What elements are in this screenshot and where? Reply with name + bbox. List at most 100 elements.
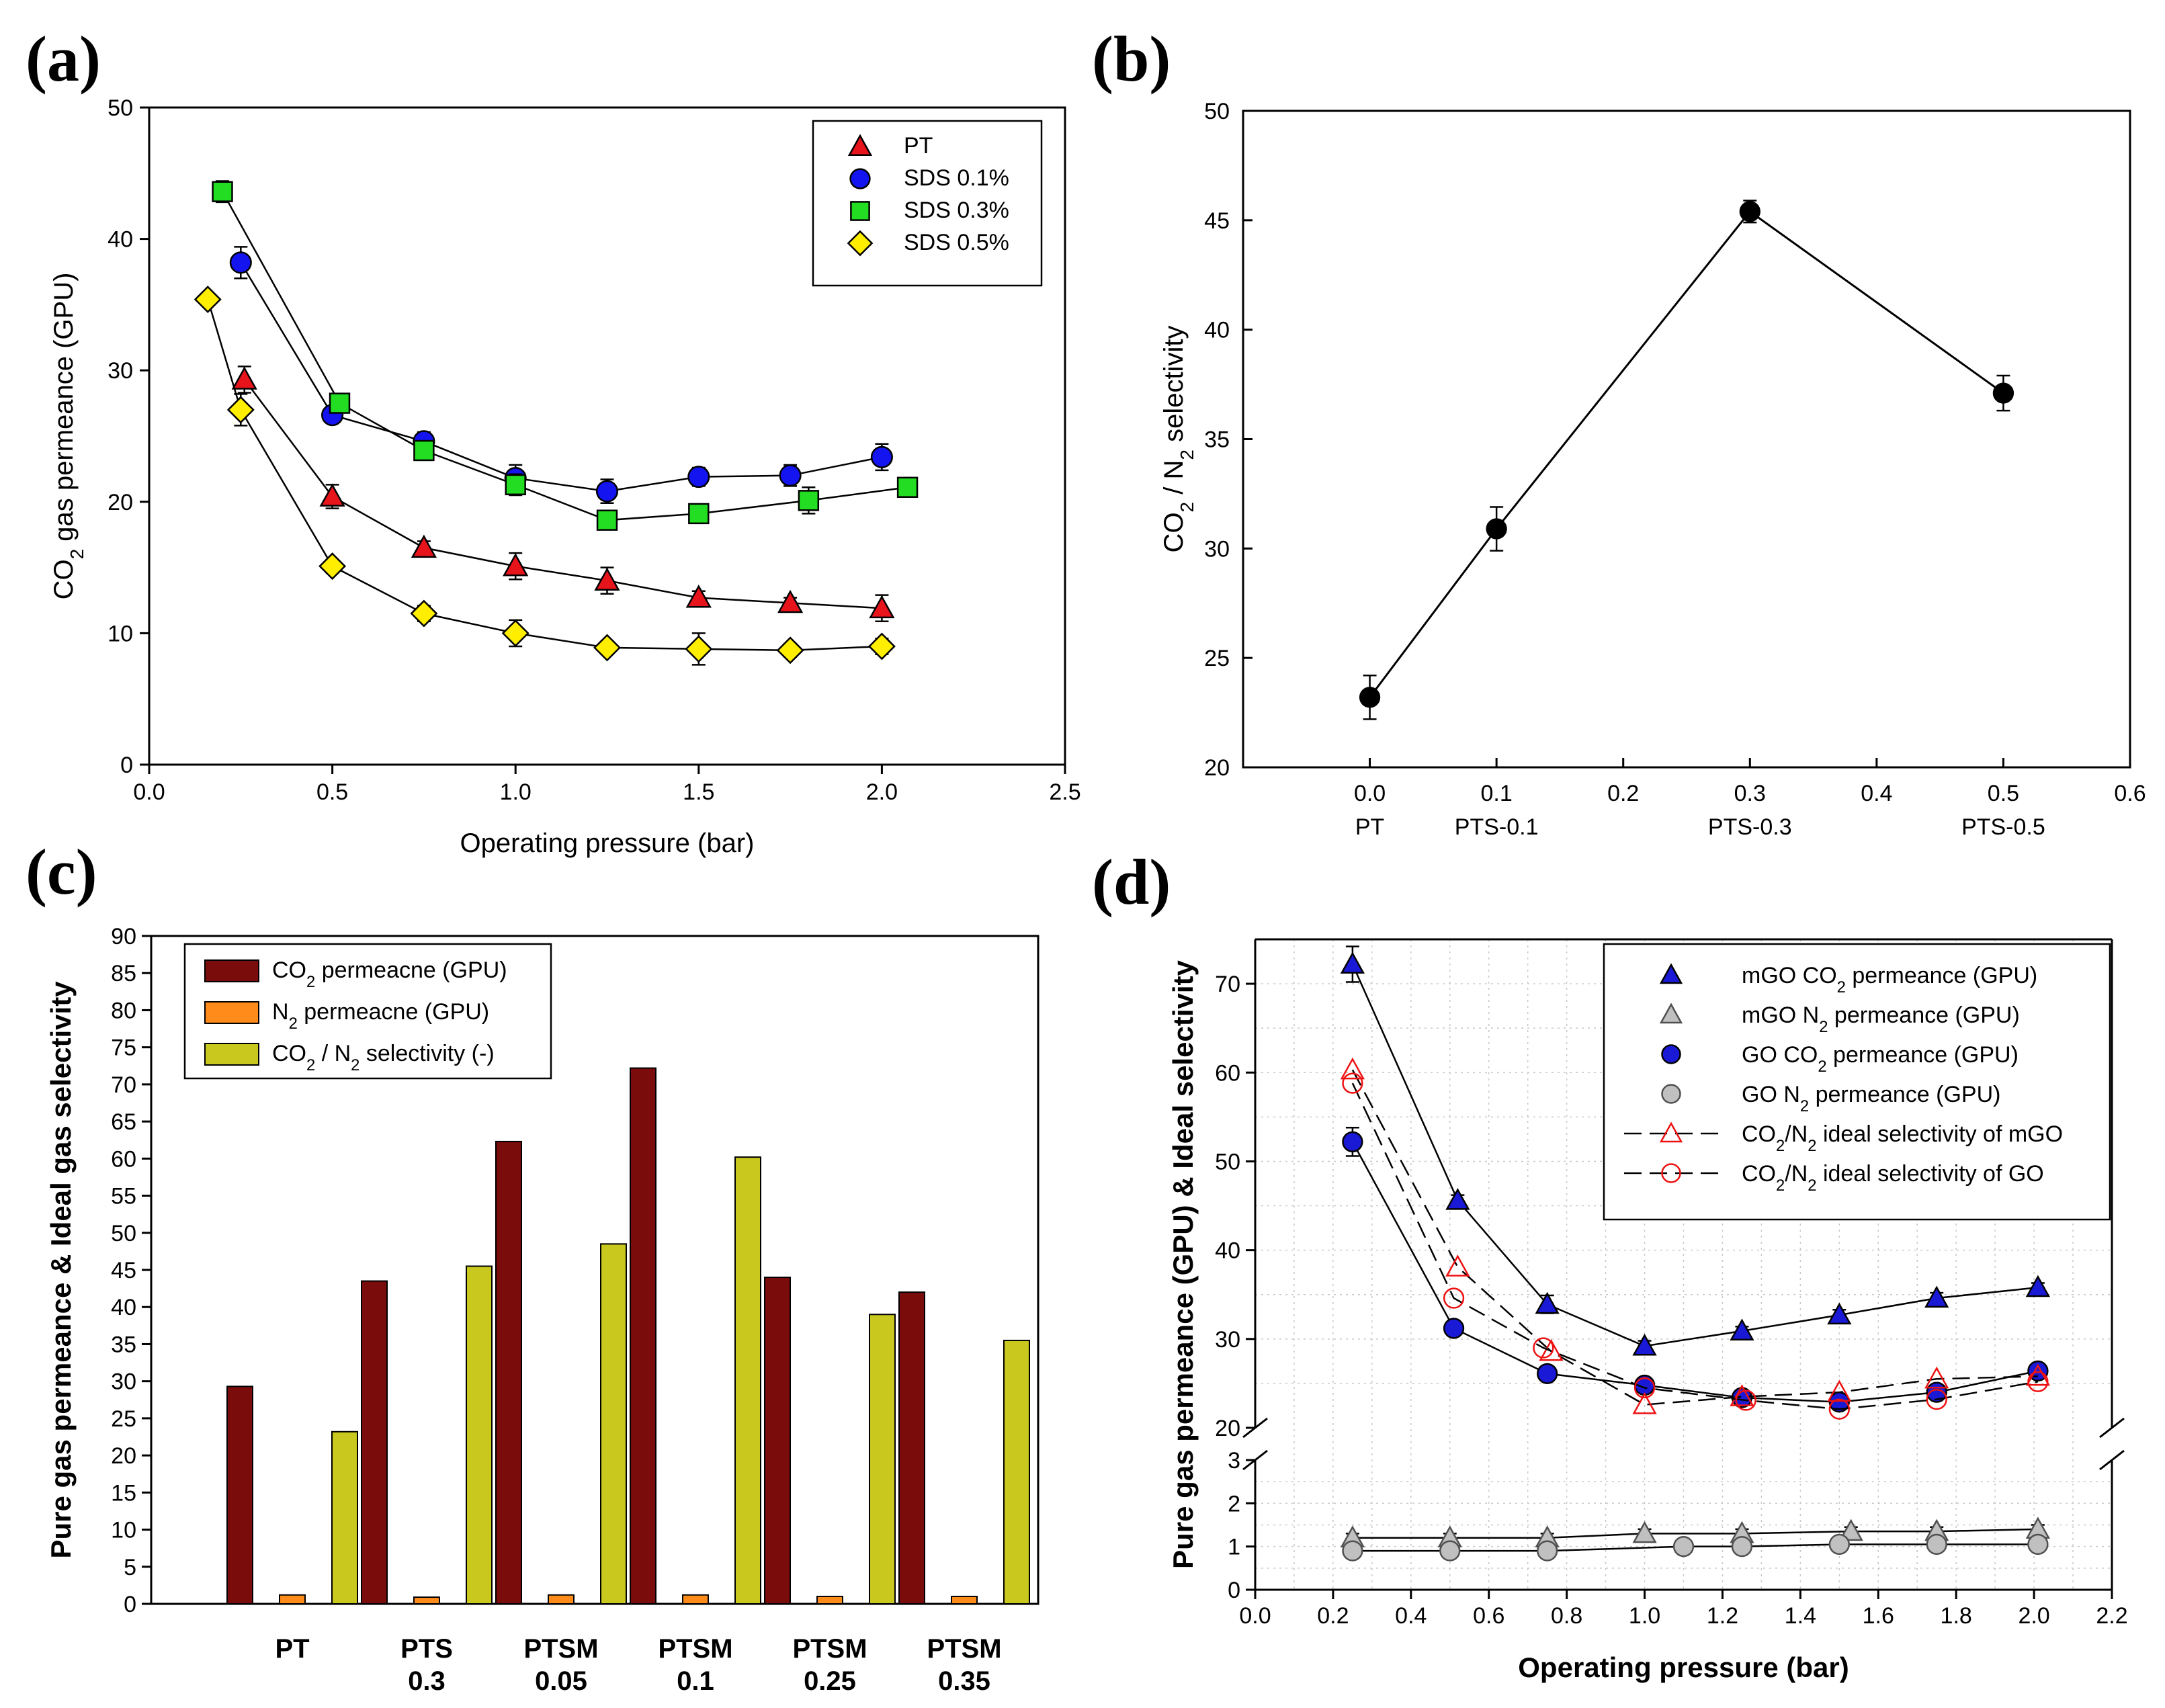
x-tick-label: 1.0	[1629, 1603, 1660, 1629]
x-tick-label: 2.0	[2018, 1603, 2049, 1629]
bar	[765, 1277, 790, 1604]
x-tick-label: 0.2	[1607, 781, 1639, 806]
bar	[899, 1292, 925, 1604]
y-tick-label: 20	[1204, 755, 1230, 781]
x-tick-label: 2.5	[1049, 779, 1080, 805]
category-label: PTS-0.5	[1961, 814, 2045, 840]
category-label: PTS-0.3	[1708, 814, 1792, 840]
y-tick-label: 20	[108, 490, 133, 515]
x-axis-title: Operating pressure (bar)	[1518, 1652, 1849, 1683]
y-tick-label: 3	[1228, 1448, 1240, 1474]
y-tick-label: 35	[111, 1332, 136, 1357]
legend-swatch	[205, 1043, 259, 1065]
bar	[869, 1314, 895, 1604]
y-tick-label: 10	[111, 1518, 136, 1543]
data-point	[228, 397, 253, 422]
y-tick-label: 30	[111, 1369, 136, 1395]
x-tick-label: 0.1	[1481, 781, 1513, 806]
y-tick-label: 50	[111, 1221, 136, 1246]
bar	[496, 1142, 521, 1604]
y-tick-label: 60	[1215, 1060, 1240, 1086]
data-point	[414, 441, 433, 460]
legend-label: SDS 0.3%	[904, 198, 1009, 223]
bar	[362, 1281, 387, 1604]
category-label-line2: 0.05	[535, 1666, 587, 1696]
category-label-line1: PT	[275, 1634, 309, 1664]
data-point	[689, 504, 708, 523]
data-point	[2027, 1277, 2049, 1296]
y-tick-label: 65	[111, 1109, 136, 1135]
category-label-line2: 0.25	[804, 1666, 856, 1696]
x-tick-label: 0.0	[1239, 1603, 1271, 1629]
y-tick-label: 35	[1204, 427, 1230, 453]
data-point	[1994, 384, 2013, 403]
y-tick-label: 50	[108, 95, 133, 121]
y-tick-label: 0	[124, 1592, 136, 1617]
data-point	[597, 511, 617, 530]
data-point	[330, 394, 349, 413]
x-tick-label: 0.3	[1734, 781, 1766, 806]
data-point	[1444, 1319, 1463, 1338]
data-point	[2028, 1535, 2047, 1554]
y-tick-label: 70	[111, 1072, 136, 1098]
y-tick-label: 45	[1204, 208, 1230, 234]
y-tick-label: 25	[111, 1406, 136, 1432]
data-point	[872, 447, 892, 468]
y-axis-title: CO2 / N2 selectivity	[1159, 326, 1197, 553]
panel-label-b: (b)	[1092, 23, 1171, 95]
data-point	[777, 638, 802, 663]
legend-marker	[851, 169, 870, 189]
bar	[601, 1244, 626, 1604]
y-tick-label: 40	[111, 1295, 136, 1320]
legend-label: PT	[904, 133, 933, 159]
data-point	[321, 485, 344, 506]
x-tick-label: 2.2	[2096, 1603, 2127, 1629]
data-point	[1830, 1535, 1849, 1554]
data-point	[1634, 1523, 1656, 1542]
data-point	[230, 253, 251, 273]
category-label-line1: PTSM	[658, 1634, 732, 1664]
series-line	[1370, 212, 2004, 697]
y-tick-label: 25	[1204, 646, 1230, 671]
plot-frame	[1243, 111, 2130, 767]
category-label-line2: 0.35	[938, 1666, 990, 1696]
x-axis-title: Operating pressure (bar)	[460, 828, 755, 858]
series-line-2	[222, 191, 908, 520]
y-tick-label: 20	[1215, 1416, 1240, 1441]
bar	[548, 1595, 574, 1604]
x-tick-label: 0.5	[1988, 781, 2019, 806]
data-point	[1487, 519, 1506, 539]
bar	[683, 1595, 708, 1604]
data-point	[1360, 687, 1379, 707]
data-point	[1537, 1541, 1557, 1561]
x-tick-label: 1.6	[1863, 1603, 1894, 1629]
y-tick-label: 85	[111, 961, 136, 986]
y-axis-title: Pure gas permeance (GPU) & Ideal selecti…	[1167, 960, 1199, 1569]
bar	[951, 1596, 977, 1604]
data-point	[898, 478, 917, 497]
x-tick-label: 1.8	[1941, 1603, 1972, 1629]
bar	[280, 1595, 305, 1604]
data-point	[1343, 1132, 1362, 1152]
chart-b-selectivity: 0.0 0.1 0.2 0.3 0.4 0.5 0.620253035404550PT PTS…	[1159, 99, 2146, 840]
y-tick-label: 1	[1228, 1535, 1240, 1560]
data-point	[233, 368, 256, 389]
y-tick-label: 10	[108, 621, 133, 646]
y-tick-label: 45	[111, 1258, 136, 1283]
x-tick-label: 0.4	[1395, 1603, 1427, 1629]
data-point	[595, 635, 620, 660]
data-point	[1537, 1364, 1557, 1383]
data-point	[799, 490, 818, 510]
data-point	[411, 601, 436, 626]
y-tick-label: 70	[1215, 972, 1240, 997]
bar	[332, 1432, 357, 1604]
y-tick-label: 40	[108, 227, 133, 253]
x-tick-label: 0.6	[2114, 781, 2146, 806]
bar	[735, 1157, 761, 1604]
y-tick-label: 50	[1215, 1149, 1240, 1175]
chart-a-permeance-vs-pressure: 0.0 0.5 1.0 1.5 2.0 2.5 0 10 20 30 40 50 Operating p…	[49, 95, 1081, 858]
chart-d-go-vs-mgo: 0.0 0.2 0.4 0.6 0.8 1.0 1.2 1.4 1.6 1.8 2.0 2.22030…	[1167, 939, 2128, 1683]
category-label-line1: PTSM	[927, 1634, 1001, 1664]
series-line-1	[241, 263, 882, 491]
legend-label: SDS 0.5%	[904, 230, 1009, 255]
